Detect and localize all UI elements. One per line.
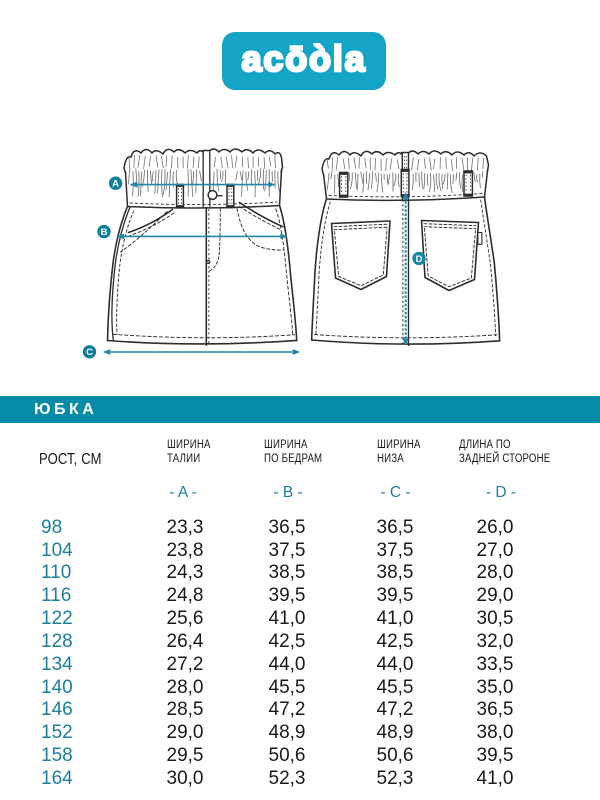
svg-text:D: D (416, 254, 423, 265)
svg-text:A: A (112, 179, 119, 190)
svg-text:C: C (86, 347, 93, 358)
svg-text:B: B (101, 227, 108, 238)
